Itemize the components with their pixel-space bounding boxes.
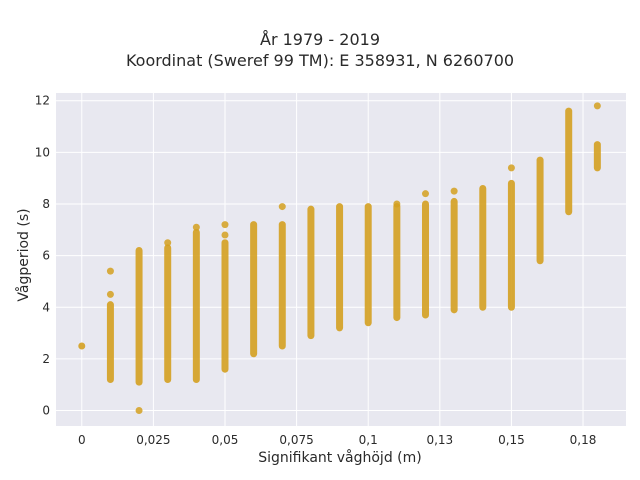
data-column	[565, 107, 573, 216]
data-point	[421, 190, 429, 198]
data-column	[336, 203, 344, 332]
y-tick-label: 4	[42, 300, 50, 314]
data-point	[393, 200, 401, 208]
gridlines	[56, 93, 626, 426]
data-column	[250, 221, 258, 358]
x-axis-label: Signifikant våghöjd (m)	[258, 449, 421, 466]
y-tick-label: 8	[42, 197, 50, 211]
data-column	[135, 246, 143, 386]
data-column	[450, 197, 458, 314]
x-tick-label: 0	[78, 433, 86, 447]
data-point	[221, 221, 229, 229]
chart-title-line-2: Koordinat (Sweref 99 TM): E 358931, N 62…	[125, 51, 515, 70]
y-tick-label: 12	[35, 94, 50, 108]
data-point	[106, 290, 114, 298]
axes: 0 0,025 0,05 0,075 0,1 0,13 0,15 0,18 0 2 4 6 8 10 12	[35, 94, 597, 447]
data-point	[507, 164, 515, 172]
x-tick-label: 0,15	[498, 433, 525, 447]
x-tick-label: 0,18	[570, 433, 597, 447]
data-point	[450, 187, 458, 195]
data-column	[421, 200, 429, 319]
x-tick-label: 0,025	[136, 433, 170, 447]
data-column	[221, 239, 229, 373]
x-tick-label: 0,05	[212, 433, 239, 447]
data-column	[164, 244, 172, 384]
data-point	[593, 102, 601, 110]
data-point	[192, 223, 200, 231]
chart-title-line-1: År 1979 - 2019	[260, 30, 380, 49]
data-column	[192, 228, 200, 384]
data-point	[78, 342, 86, 350]
data-point	[106, 267, 114, 275]
x-tick-label: 0,1	[359, 433, 378, 447]
data-column	[307, 205, 315, 340]
y-tick-label: 2	[42, 352, 50, 366]
x-tick-label: 0,075	[279, 433, 313, 447]
y-tick-label: 0	[42, 404, 50, 418]
data-column	[393, 203, 401, 322]
data-point	[135, 407, 143, 415]
data-point	[278, 203, 286, 211]
data-column	[364, 203, 372, 327]
data-points	[78, 102, 601, 415]
data-point	[221, 231, 229, 239]
data-point	[164, 239, 172, 247]
data-column	[536, 156, 544, 265]
data-column	[479, 185, 487, 311]
x-tick-label: 0,13	[426, 433, 453, 447]
y-tick-label: 10	[35, 145, 50, 159]
data-column	[278, 221, 286, 350]
data-column	[507, 179, 515, 311]
y-axis-label: Vågperiod (s)	[15, 208, 32, 301]
data-column	[593, 141, 601, 172]
data-column	[106, 301, 114, 384]
y-tick-label: 6	[42, 249, 50, 263]
